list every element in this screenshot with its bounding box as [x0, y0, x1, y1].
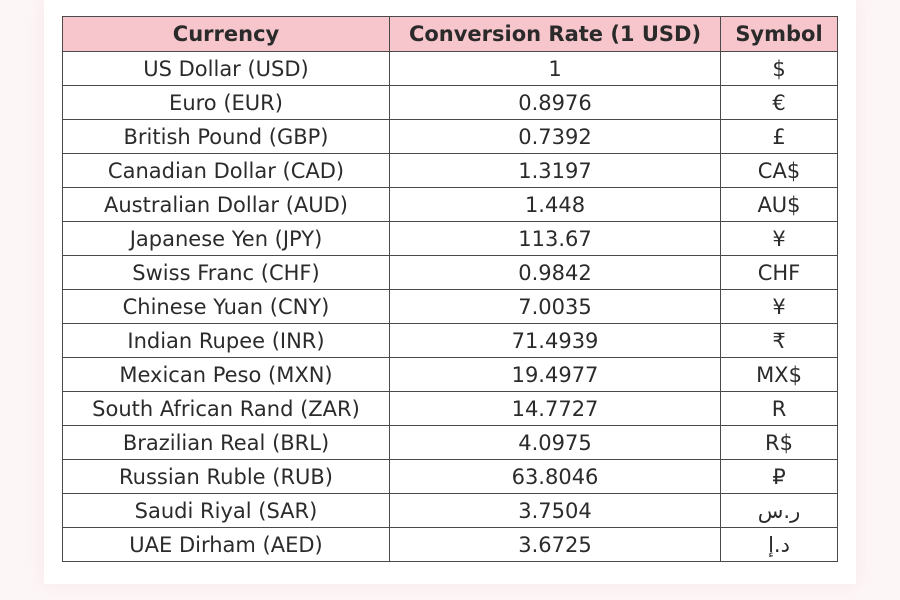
currency-cell: Russian Ruble (RUB)	[62, 459, 390, 494]
header-symbol: Symbol	[720, 16, 838, 52]
table-row: Canadian Dollar (CAD) 1.3197 CA$	[62, 153, 838, 188]
table-row: Chinese Yuan (CNY) 7.0035 ¥	[62, 289, 838, 324]
table-row: Australian Dollar (AUD) 1.448 AU$	[62, 187, 838, 222]
symbol-cell: AU$	[720, 187, 838, 222]
table-row: Indian Rupee (INR) 71.4939 ₹	[62, 323, 838, 358]
currency-cell: UAE Dirham (AED)	[62, 527, 390, 562]
symbol-cell: R	[720, 391, 838, 426]
table-row: Brazilian Real (BRL) 4.0975 R$	[62, 425, 838, 460]
currency-cell: Brazilian Real (BRL)	[62, 425, 390, 460]
symbol-cell: R$	[720, 425, 838, 460]
table-row: South African Rand (ZAR) 14.7727 R	[62, 391, 838, 426]
table-row: Japanese Yen (JPY) 113.67 ¥	[62, 221, 838, 256]
currency-cell: Swiss Franc (CHF)	[62, 255, 390, 290]
symbol-cell: CHF	[720, 255, 838, 290]
currency-cell: Canadian Dollar (CAD)	[62, 153, 390, 188]
rate-cell: 0.9842	[389, 255, 721, 290]
table-row: Mexican Peso (MXN) 19.4977 MX$	[62, 357, 838, 392]
rate-cell: 0.8976	[389, 85, 721, 120]
symbol-cell: ₽	[720, 459, 838, 494]
symbol-cell: MX$	[720, 357, 838, 392]
rate-cell: 3.7504	[389, 493, 721, 528]
rate-cell: 71.4939	[389, 323, 721, 358]
rate-cell: 0.7392	[389, 119, 721, 154]
currency-cell: British Pound (GBP)	[62, 119, 390, 154]
currency-table: Currency Conversion Rate (1 USD) Symbol …	[62, 16, 838, 562]
currency-cell: Japanese Yen (JPY)	[62, 221, 390, 256]
table-row: Euro (EUR) 0.8976 €	[62, 85, 838, 120]
symbol-cell: £	[720, 119, 838, 154]
currency-cell: Australian Dollar (AUD)	[62, 187, 390, 222]
rate-cell: 19.4977	[389, 357, 721, 392]
symbol-cell: €	[720, 85, 838, 120]
table-row: US Dollar (USD) 1 $	[62, 51, 838, 86]
currency-cell: South African Rand (ZAR)	[62, 391, 390, 426]
symbol-cell: $	[720, 51, 838, 86]
table-row: UAE Dirham (AED) 3.6725 د.إ	[62, 527, 838, 562]
symbol-cell: ₹	[720, 323, 838, 358]
rate-cell: 113.67	[389, 221, 721, 256]
currency-cell: Mexican Peso (MXN)	[62, 357, 390, 392]
currency-cell: Euro (EUR)	[62, 85, 390, 120]
currency-cell: Indian Rupee (INR)	[62, 323, 390, 358]
table-row: Russian Ruble (RUB) 63.8046 ₽	[62, 459, 838, 494]
rate-cell: 1.448	[389, 187, 721, 222]
currency-cell: Saudi Riyal (SAR)	[62, 493, 390, 528]
table-row: Swiss Franc (CHF) 0.9842 CHF	[62, 255, 838, 290]
symbol-cell: ¥	[720, 221, 838, 256]
header-conversion-rate: Conversion Rate (1 USD)	[389, 16, 721, 52]
currency-cell: Chinese Yuan (CNY)	[62, 289, 390, 324]
symbol-cell: ¥	[720, 289, 838, 324]
rate-cell: 63.8046	[389, 459, 721, 494]
rate-cell: 14.7727	[389, 391, 721, 426]
header-currency: Currency	[62, 16, 390, 52]
rate-cell: 3.6725	[389, 527, 721, 562]
rate-cell: 4.0975	[389, 425, 721, 460]
table-row: Saudi Riyal (SAR) 3.7504 ر.س	[62, 493, 838, 528]
table-header-row: Currency Conversion Rate (1 USD) Symbol	[62, 16, 838, 52]
symbol-cell: ر.س	[720, 493, 838, 528]
rate-cell: 7.0035	[389, 289, 721, 324]
rate-cell: 1.3197	[389, 153, 721, 188]
currency-cell: US Dollar (USD)	[62, 51, 390, 86]
symbol-cell: CA$	[720, 153, 838, 188]
table-row: British Pound (GBP) 0.7392 £	[62, 119, 838, 154]
symbol-cell: د.إ	[720, 527, 838, 562]
rate-cell: 1	[389, 51, 721, 86]
